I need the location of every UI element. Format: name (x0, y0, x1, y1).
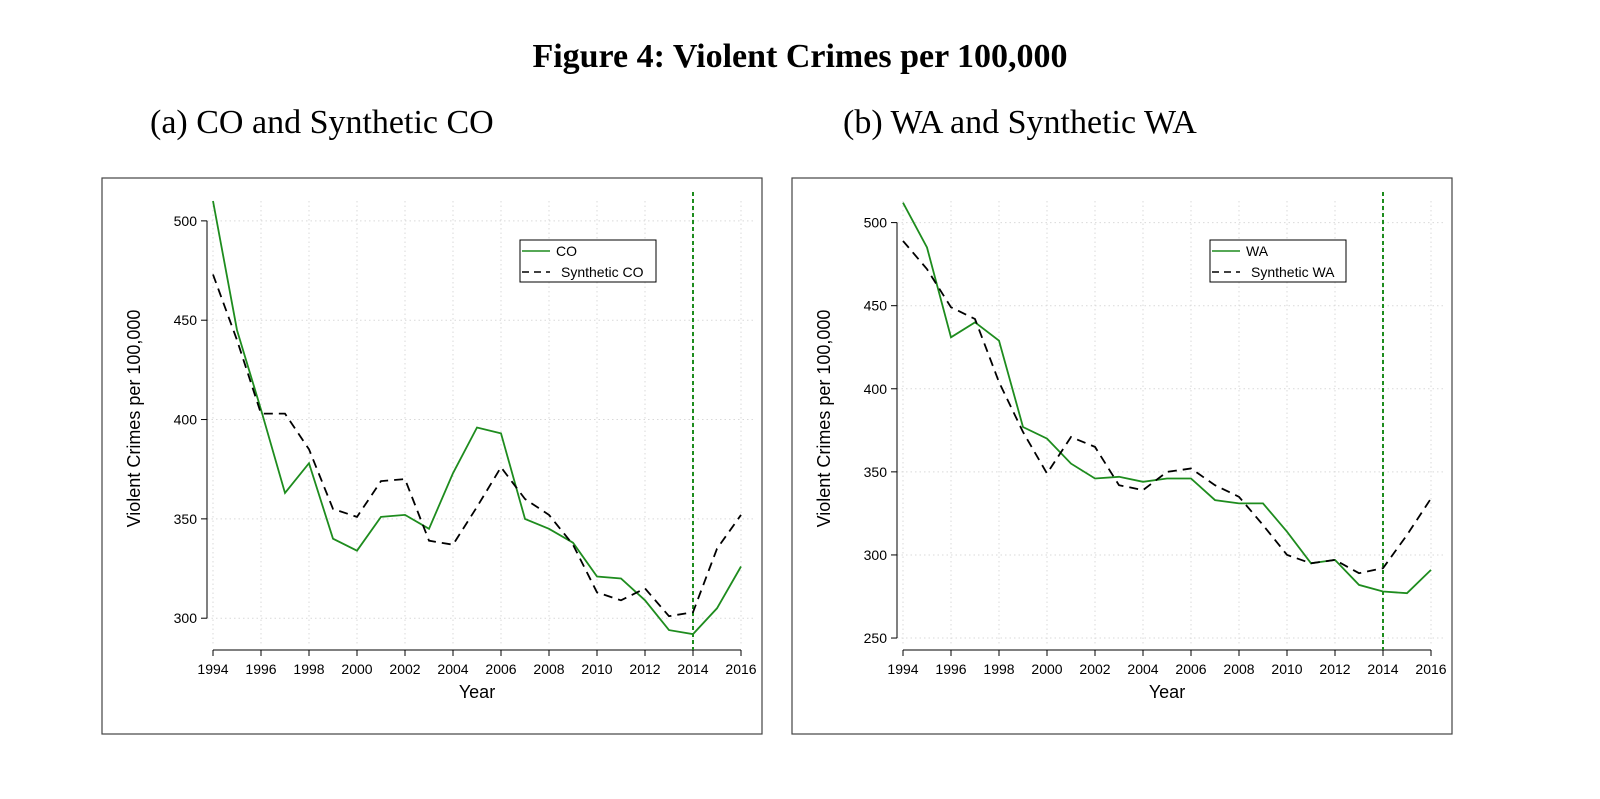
chart-panel-a: 300 350 400 450 500 1994 1996 1998 2000 2002 2004 2… (101, 177, 763, 735)
x-tick-label: 1996 (245, 661, 276, 677)
x-tick-label: 2004 (437, 661, 468, 677)
legend-box (519, 239, 657, 283)
y-tick-label: 500 (864, 215, 888, 231)
legend-label: Synthetic WA (1251, 264, 1335, 280)
x-tick-label: 2004 (1127, 661, 1158, 677)
figure-title: Figure 4: Violent Crimes per 100,000 (532, 38, 1068, 75)
y-tick-label: 450 (174, 312, 198, 328)
x-tick-label: 1998 (293, 661, 324, 677)
y-tick-label: 400 (174, 412, 198, 428)
y-tick-label: 350 (864, 464, 888, 480)
panel-b-title-text: WA and Synthetic WA (890, 104, 1197, 141)
x-tick-label: 2010 (581, 661, 612, 677)
x-tick-label: 2006 (485, 661, 516, 677)
x-tick-label: 2006 (1175, 661, 1206, 677)
panel-b-label: (b) (843, 104, 883, 141)
plot-frame (101, 177, 763, 735)
y-axis-label: Violent Crimes per 100,000 (814, 310, 834, 528)
x-tick-label: 2016 (725, 661, 756, 677)
y-tick-label: 300 (174, 610, 198, 626)
legend-label: Synthetic CO (561, 264, 644, 280)
x-tick-label: 2014 (677, 661, 708, 677)
panel-b-title: (b) WA and Synthetic WA (843, 104, 1197, 142)
x-tick-label: 2014 (1367, 661, 1398, 677)
x-tick-label: 2008 (1223, 661, 1254, 677)
x-tick-label: 1996 (935, 661, 966, 677)
series-line-synthetic (212, 274, 742, 618)
x-tick-label: 2002 (389, 661, 420, 677)
chart-panel-b: 250 300 350 400 450 500 1994 1996 1998 2000 2002 20… (791, 177, 1453, 735)
x-tick-label: 2000 (1031, 661, 1062, 677)
x-tick-label: 2008 (533, 661, 564, 677)
x-tick-label: 2002 (1079, 661, 1110, 677)
y-axis-label: Violent Crimes per 100,000 (124, 310, 144, 528)
y-tick-label: 400 (864, 381, 888, 397)
x-tick-label: 1998 (983, 661, 1014, 677)
legend-label: CO (556, 243, 577, 259)
series-line-actual (902, 202, 1432, 595)
legend-label: WA (1246, 243, 1269, 259)
y-tick-label: 250 (864, 630, 888, 646)
x-tick-label: 1994 (197, 661, 228, 677)
panel-a-title-text: CO and Synthetic CO (196, 104, 494, 141)
panel-a-title: (a) CO and Synthetic CO (150, 104, 494, 142)
x-tick-label: 2012 (629, 661, 660, 677)
panel-a-label: (a) (150, 104, 188, 141)
x-tick-label: 2010 (1271, 661, 1302, 677)
y-tick-label: 350 (174, 511, 198, 527)
x-tick-label: 2000 (341, 661, 372, 677)
y-tick-label: 300 (864, 547, 888, 563)
legend-box (1209, 239, 1347, 283)
y-tick-label: 500 (174, 213, 198, 229)
series-line-synthetic (902, 240, 1432, 575)
x-axis-label: Year (459, 682, 495, 702)
x-tick-label: 2012 (1319, 661, 1350, 677)
x-tick-label: 2016 (1415, 661, 1446, 677)
x-tick-label: 1994 (887, 661, 918, 677)
series-line-actual (212, 200, 742, 636)
x-axis-label: Year (1149, 682, 1185, 702)
y-tick-label: 450 (864, 298, 888, 314)
plot-frame (791, 177, 1453, 735)
